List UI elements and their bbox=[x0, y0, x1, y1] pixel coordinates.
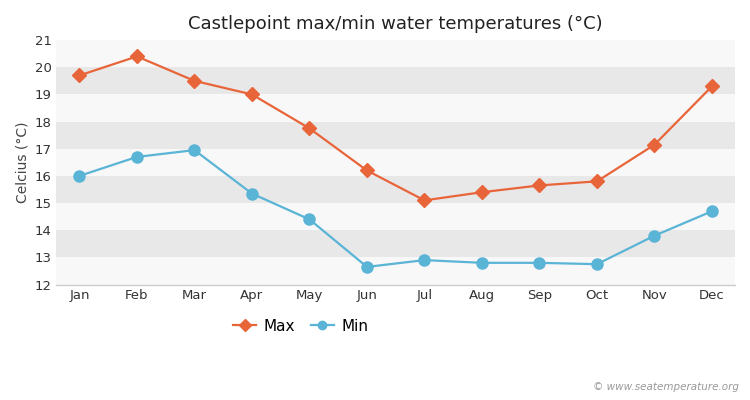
Max bbox=[420, 198, 429, 203]
Max bbox=[305, 126, 314, 131]
Title: Castlepoint max/min water temperatures (°C): Castlepoint max/min water temperatures (… bbox=[188, 15, 603, 33]
Min bbox=[248, 191, 256, 196]
Max bbox=[535, 183, 544, 188]
Text: © www.seatemperature.org: © www.seatemperature.org bbox=[592, 382, 739, 392]
Min bbox=[305, 217, 314, 222]
Max bbox=[248, 92, 256, 97]
Bar bbox=[56, 122, 735, 149]
Line: Min: Min bbox=[74, 144, 718, 272]
Min bbox=[362, 264, 371, 269]
Min bbox=[707, 209, 716, 214]
Bar bbox=[56, 257, 735, 284]
Legend: Max, Min: Max, Min bbox=[227, 313, 374, 340]
Bar bbox=[56, 230, 735, 257]
Max bbox=[592, 179, 602, 184]
Bar bbox=[56, 149, 735, 176]
Bar bbox=[56, 203, 735, 230]
Min bbox=[420, 258, 429, 262]
Max bbox=[707, 84, 716, 89]
Bar bbox=[56, 176, 735, 203]
Min bbox=[133, 154, 142, 159]
Min bbox=[535, 260, 544, 265]
Min bbox=[75, 174, 84, 178]
Line: Max: Max bbox=[74, 52, 717, 205]
Max bbox=[75, 73, 84, 78]
Min bbox=[592, 262, 602, 266]
Min bbox=[650, 233, 659, 238]
Max bbox=[190, 78, 199, 83]
Min bbox=[190, 148, 199, 152]
Max bbox=[478, 190, 487, 195]
Y-axis label: Celcius (°C): Celcius (°C) bbox=[15, 122, 29, 203]
Bar bbox=[56, 67, 735, 94]
Bar bbox=[56, 40, 735, 67]
Bar bbox=[56, 94, 735, 122]
Max bbox=[650, 142, 659, 147]
Max bbox=[362, 168, 371, 173]
Max bbox=[133, 54, 142, 59]
Min bbox=[478, 260, 487, 265]
